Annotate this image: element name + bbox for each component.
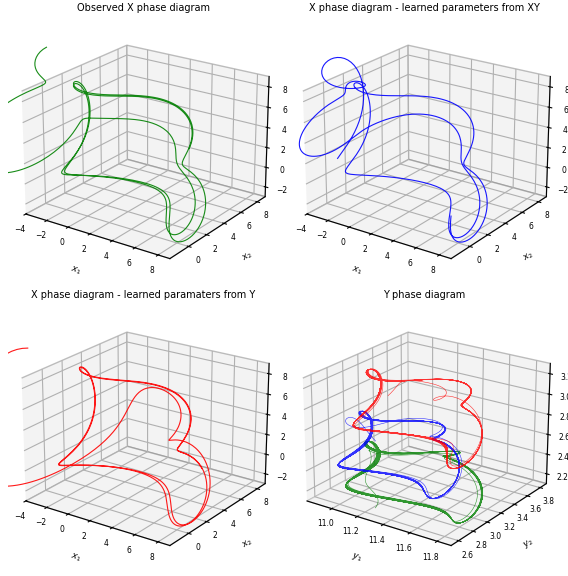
Title: X phase diagram - learned paramaters from Y: X phase diagram - learned paramaters fro… — [31, 290, 256, 300]
Y-axis label: $x_2$: $x_2$ — [240, 249, 255, 264]
Title: Observed X phase diagram: Observed X phase diagram — [77, 3, 210, 13]
Y-axis label: $x_2$: $x_2$ — [521, 249, 536, 264]
Y-axis label: $x_2$: $x_2$ — [240, 536, 255, 551]
Title: X phase diagram - learned parameters from XY: X phase diagram - learned parameters fro… — [309, 3, 540, 13]
X-axis label: $x_1$: $x_1$ — [350, 264, 364, 277]
X-axis label: $x_1$: $x_1$ — [69, 551, 82, 564]
X-axis label: $y_1$: $y_1$ — [350, 551, 364, 564]
Title: Y phase diagram: Y phase diagram — [383, 290, 466, 300]
Y-axis label: $y_2$: $y_2$ — [521, 536, 536, 551]
X-axis label: $x_1$: $x_1$ — [69, 264, 82, 277]
